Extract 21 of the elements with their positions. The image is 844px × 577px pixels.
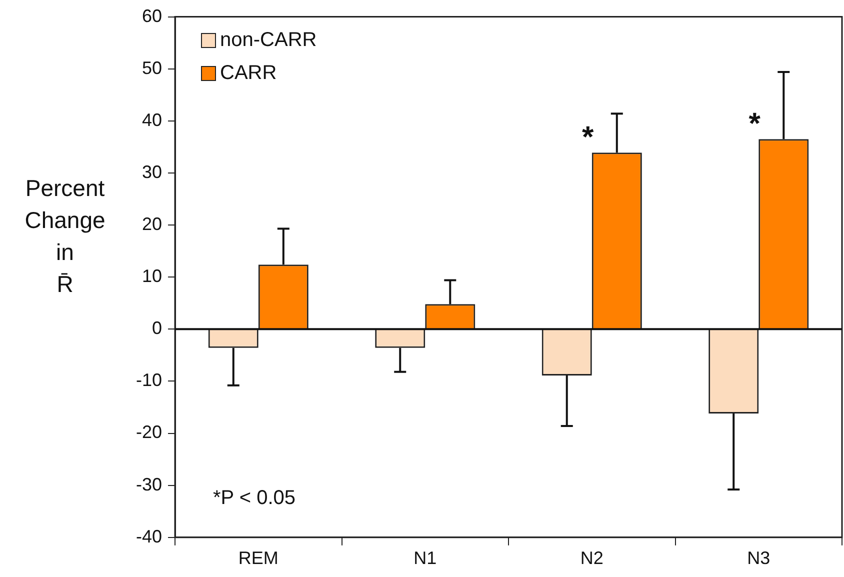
x-tick-label: N2: [580, 548, 604, 568]
legend-label: CARR: [220, 62, 277, 85]
annotation: *: [582, 120, 594, 154]
y-tick-label: -10: [136, 370, 162, 390]
y-axis-title: Percent Change in R̄: [24, 174, 106, 299]
legend-label: non-CARR: [220, 28, 317, 52]
y-tick-label: 50: [142, 58, 162, 78]
y-tick-label: -20: [136, 422, 162, 442]
y-tick-label: -40: [136, 526, 162, 546]
annotation: *: [748, 107, 761, 140]
y-tick-label: 20: [142, 214, 162, 234]
y-tick-label: 0: [152, 318, 162, 338]
y-tick-label: 10: [142, 266, 162, 286]
x-tick-label: N3: [747, 548, 770, 568]
y-tick-label: -30: [136, 474, 162, 494]
y-tick-label: 30: [142, 162, 162, 182]
x-tick-label: REM: [238, 548, 278, 568]
annotation: *P < 0.05: [213, 487, 296, 510]
x-tick-label: N1: [414, 548, 437, 568]
y-tick-label: 40: [142, 110, 162, 130]
y-tick-label: 60: [142, 6, 162, 26]
